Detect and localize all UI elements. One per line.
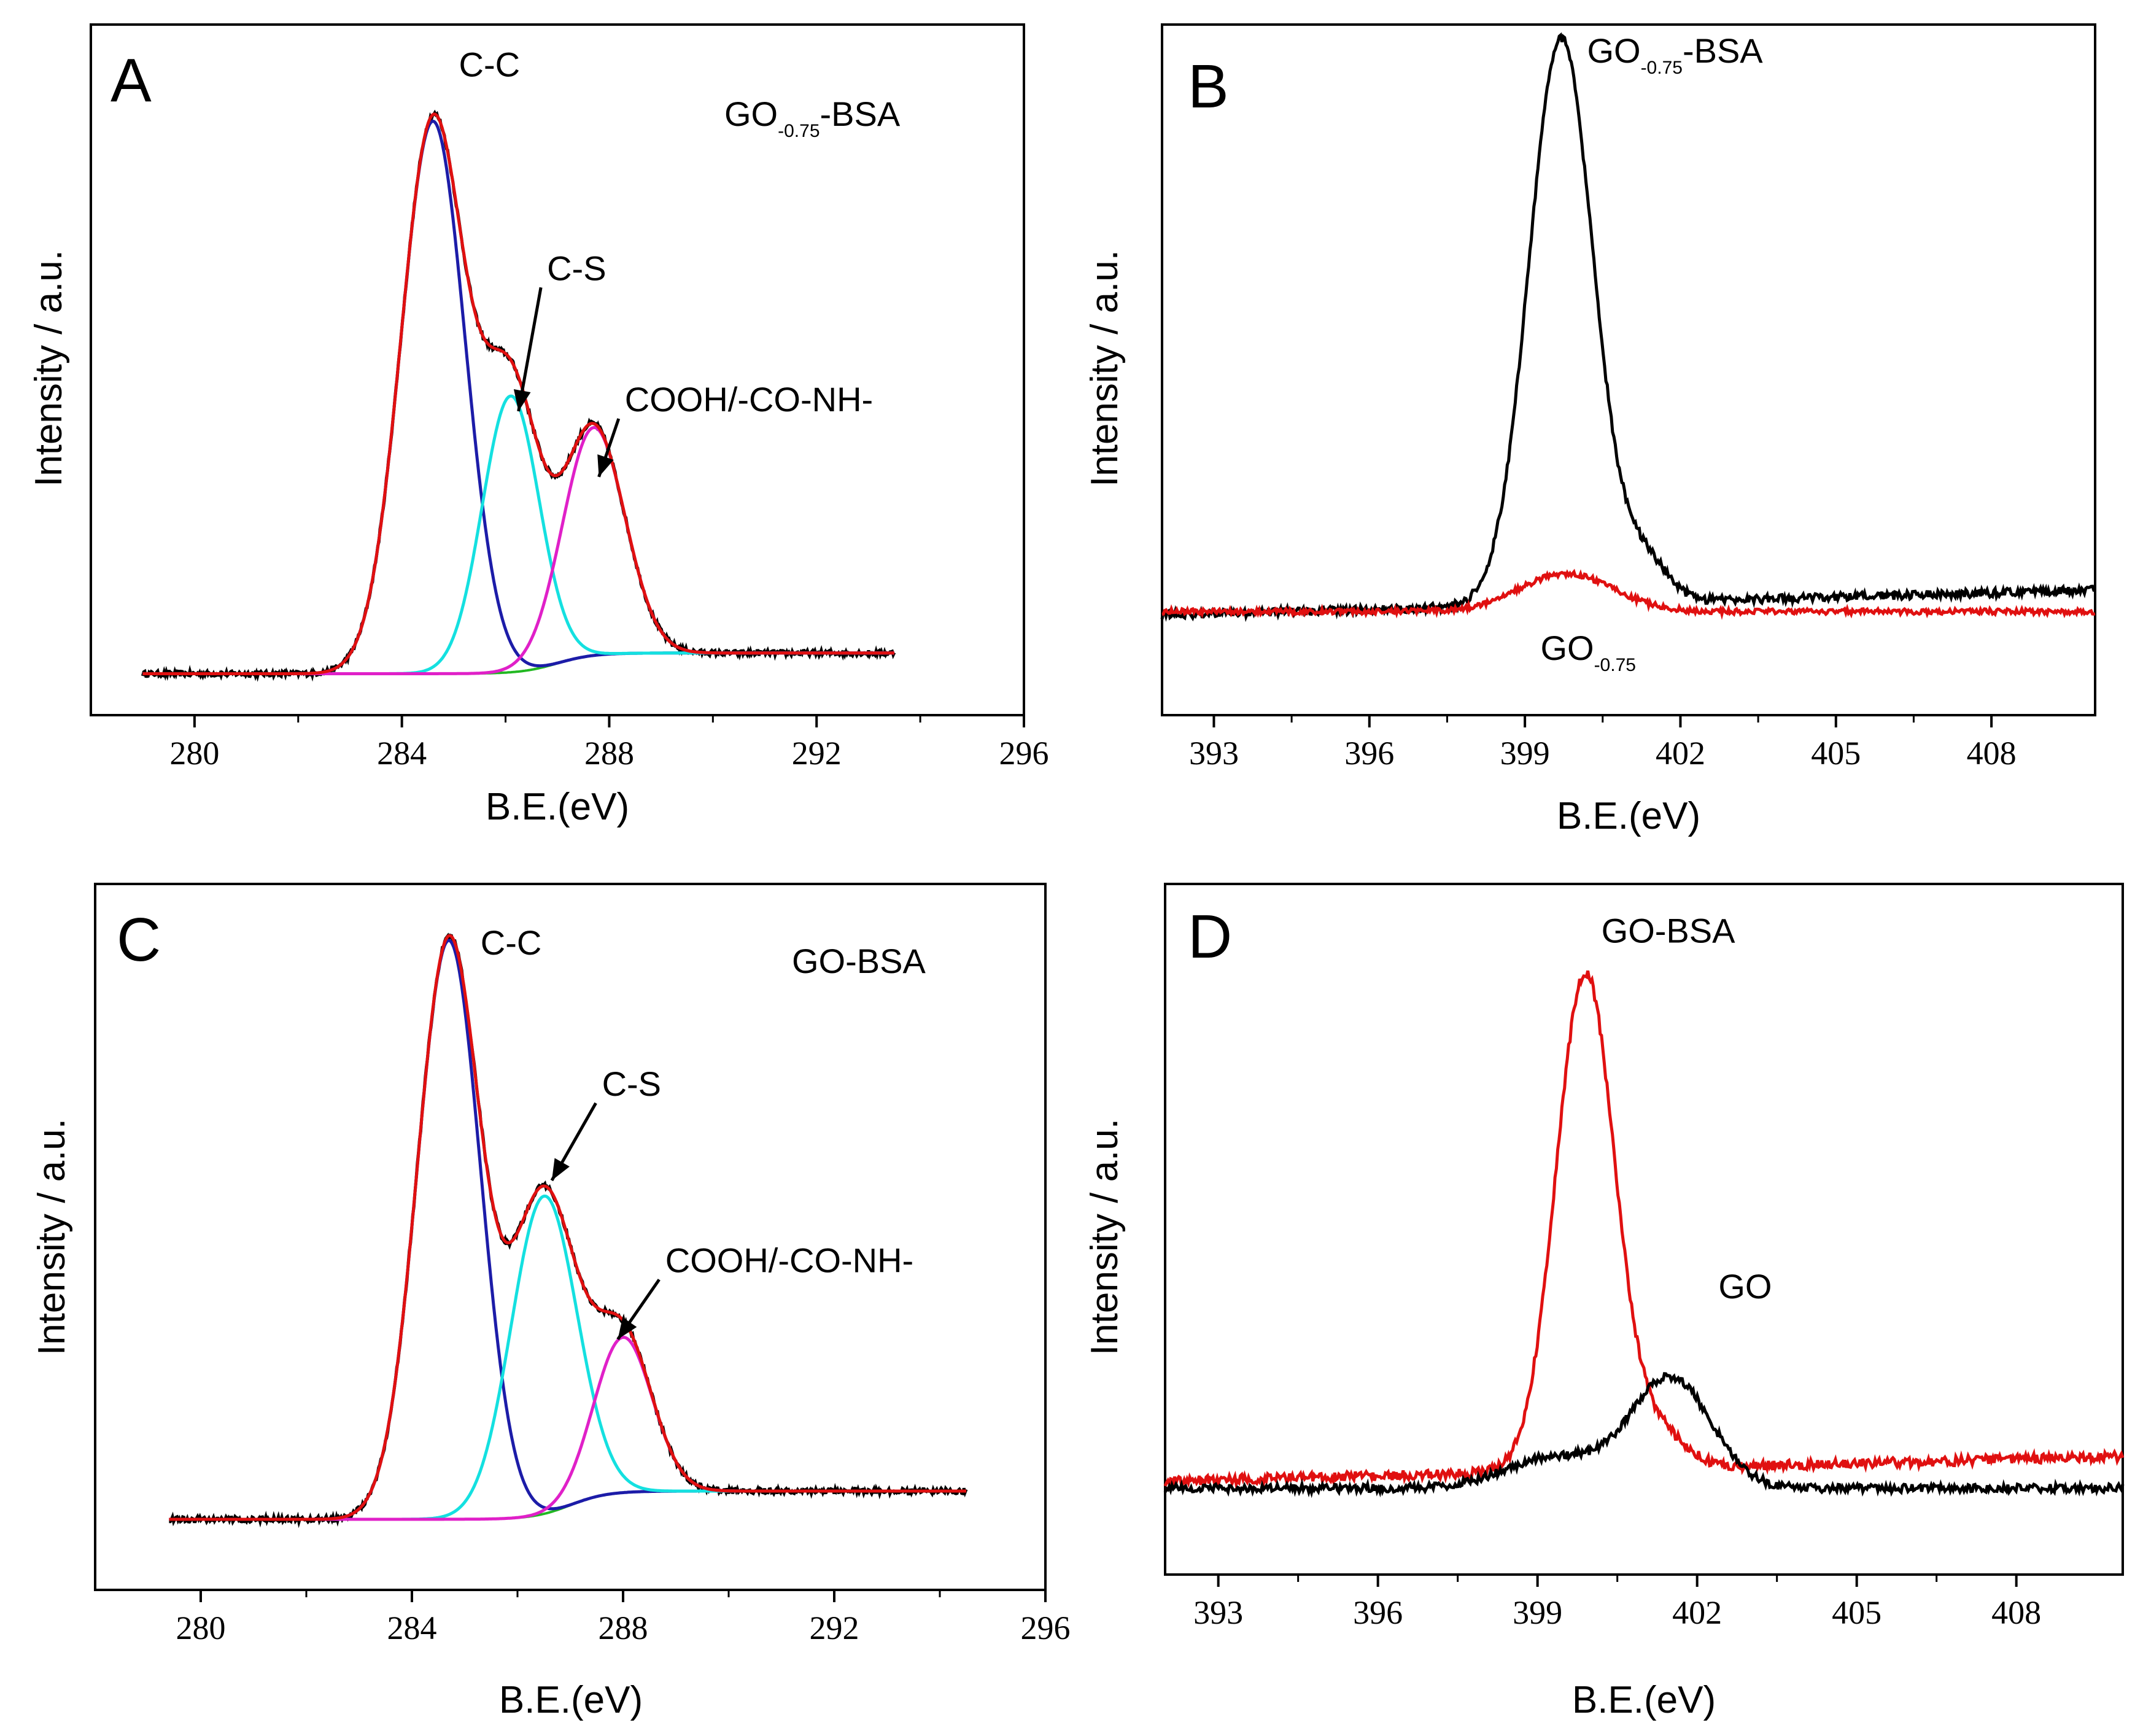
x-tick-label-c-288: 288 [599, 1610, 648, 1646]
x-tick-label-c-292: 292 [810, 1610, 859, 1646]
x-tick-label-a-288: 288 [584, 735, 634, 772]
series-label-d-0: GO-BSA [1602, 912, 1735, 950]
envelope-line-a [142, 112, 894, 675]
annotation-arrowhead-a-1 [513, 389, 531, 411]
series-label-d-1: GO [1718, 1267, 1772, 1306]
y-axis-title-d: Intensity / a.u. [1083, 1118, 1126, 1355]
x-tick-label-d-393: 393 [1193, 1594, 1243, 1631]
annotation-c-2: COOH/-CO-NH- [665, 1241, 913, 1280]
annotation-c-0: C-C [481, 923, 542, 962]
plot-frame-b [1161, 23, 2096, 716]
x-tick-label-b-393: 393 [1189, 735, 1239, 772]
panel-letter-a: A [110, 46, 152, 115]
x-tick-label-a-292: 292 [792, 735, 842, 772]
plot-frame-d [1164, 883, 2124, 1576]
x-tick-label-d-399: 399 [1513, 1594, 1562, 1631]
y-axis-title-a: Intensity / a.u. [28, 250, 70, 487]
plot-area-a: 280 284 288 292 296 C-C C-S COOH/-CO-NH- [141, 45, 1049, 772]
plot-frame-a [90, 23, 1025, 716]
x-tick-label-c-284: 284 [387, 1610, 437, 1646]
plot-frame-c [94, 883, 1047, 1591]
x-tick-label-a-280: 280 [169, 735, 219, 772]
envelope-line-c [169, 934, 966, 1521]
series-label-b-1: GO-0.75 [1540, 629, 1636, 675]
sample-label-a: GO-0.75-BSA [724, 95, 901, 141]
x-tick-label-c-296: 296 [1021, 1610, 1071, 1646]
x-axis-title-a: B.E.(eV) [486, 786, 629, 828]
plot-area-c: 280 284 288 292 296 C-C C-S COOH/-CO-NH- [169, 923, 1071, 1646]
x-axis-title-b: B.E.(eV) [1557, 795, 1700, 837]
annotation-c-1: C-S [602, 1064, 661, 1103]
panel-b: 393 396 399 402 405 408 GO-0.75-BSA GO-0.75 B B… [1083, 23, 2096, 837]
x-tick-label-d-396: 396 [1353, 1594, 1403, 1631]
panel-c: 280 284 288 292 296 C-C C-S COOH/-CO-NH- C GO-B… [31, 883, 1071, 1721]
x-tick-label-b-396: 396 [1344, 735, 1394, 772]
annotation-arrowhead-c-2 [618, 1317, 637, 1339]
sample-label-c: GO-BSA [792, 942, 926, 980]
annotation-arrowhead-c-1 [551, 1158, 570, 1180]
x-tick-label-b-402: 402 [1656, 735, 1705, 772]
panel-a: 280 284 288 292 296 C-C C-S COOH/-CO-NH- A GO-0… [28, 23, 1049, 828]
x-tick-label-a-284: 284 [377, 735, 427, 772]
annotation-a-0: C-C [459, 45, 521, 83]
annotation-arrow-a-1 [517, 287, 543, 412]
x-tick-label-c-280: 280 [176, 1610, 226, 1646]
plot-area-d: 393 396 399 402 405 408 GO-BSA GO [1163, 912, 2125, 1631]
panel-d: 393 396 399 402 405 408 GO-BSA GO D B.E.(eV) In… [1083, 883, 2125, 1721]
series-line-d-1 [1163, 1372, 2125, 1498]
panel-letter-c: C [117, 905, 161, 974]
x-axis-title-c: B.E.(eV) [499, 1679, 643, 1721]
series-line-b-1 [1161, 568, 2096, 621]
x-tick-label-b-399: 399 [1500, 735, 1550, 772]
plot-area-b: 393 396 399 402 405 408 GO-0.75-BSA GO-0.75 [1160, 31, 2096, 772]
x-tick-label-d-405: 405 [1832, 1594, 1881, 1631]
series-line-d-0 [1163, 970, 2125, 1490]
panel-letter-d: D [1188, 902, 1232, 971]
annotation-a-2: COOH/-CO-NH- [625, 380, 873, 419]
x-tick-label-d-402: 402 [1672, 1594, 1722, 1631]
annotation-arrowhead-a-2 [597, 454, 614, 477]
annotation-a-1: C-S [547, 249, 606, 287]
x-tick-label-d-408: 408 [1991, 1594, 2041, 1631]
x-tick-label-a-296: 296 [999, 735, 1049, 772]
panel-letter-b: B [1188, 52, 1229, 121]
x-axis-title-d: B.E.(eV) [1572, 1679, 1716, 1721]
series-label-b-0: GO-0.75-BSA [1587, 31, 1763, 78]
x-tick-label-b-408: 408 [1967, 735, 2017, 772]
y-axis-title-b: Intensity / a.u. [1083, 250, 1126, 487]
y-axis-title-c: Intensity / a.u. [31, 1118, 73, 1355]
x-tick-label-b-405: 405 [1811, 735, 1861, 772]
